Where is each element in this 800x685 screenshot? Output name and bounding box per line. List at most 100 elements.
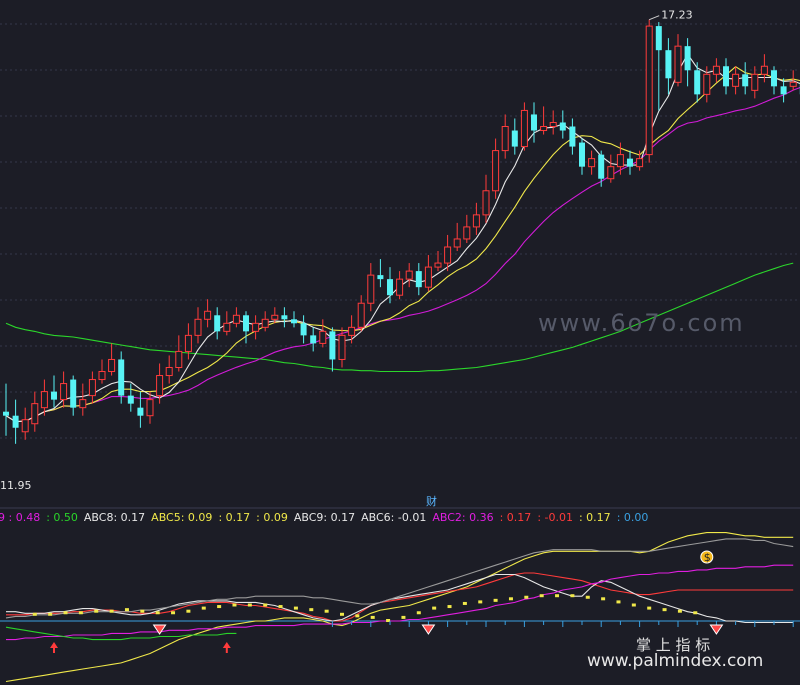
candle-5 bbox=[51, 375, 57, 408]
dot-bar-42 bbox=[677, 609, 682, 613]
candle-body-12 bbox=[118, 359, 125, 396]
candle-body-2 bbox=[21, 419, 29, 433]
candle-body-15 bbox=[146, 399, 154, 417]
candle-23 bbox=[223, 311, 231, 336]
candle-body-21 bbox=[204, 310, 212, 320]
dot-bar-7 bbox=[140, 609, 145, 613]
candle-24 bbox=[232, 307, 240, 328]
candle-6 bbox=[60, 371, 68, 408]
candle-body-53 bbox=[511, 130, 518, 147]
dot-bar-36 bbox=[585, 595, 590, 599]
dot-bar-0 bbox=[32, 612, 37, 616]
dot-bar-10 bbox=[186, 609, 191, 613]
candle-body-49 bbox=[472, 214, 480, 228]
candle-47 bbox=[453, 222, 461, 252]
indicator-line-2 bbox=[6, 573, 794, 624]
candle-73 bbox=[703, 66, 711, 103]
candle-57 bbox=[549, 110, 557, 135]
candle-37 bbox=[357, 295, 365, 332]
high-pointer bbox=[649, 15, 660, 21]
candle-14 bbox=[137, 391, 144, 428]
candle-13 bbox=[127, 383, 134, 412]
candle-body-59 bbox=[569, 126, 576, 147]
candle-body-54 bbox=[520, 109, 528, 148]
candle-61 bbox=[588, 150, 596, 175]
dot-bar-3 bbox=[78, 611, 83, 615]
candle-75 bbox=[723, 58, 729, 95]
candle-27 bbox=[261, 311, 269, 332]
candle-80 bbox=[771, 66, 777, 95]
dot-bar-14 bbox=[247, 603, 252, 607]
candle-11 bbox=[108, 343, 116, 376]
dot-bar-21 bbox=[355, 614, 360, 618]
candle-74 bbox=[712, 58, 720, 83]
dot-bar-23 bbox=[386, 619, 391, 622]
cai-tag: 财 bbox=[426, 494, 437, 508]
candle-body-25 bbox=[243, 315, 249, 332]
candle-body-13 bbox=[127, 395, 134, 404]
watermark-palmindex: www.palmindex.com bbox=[587, 651, 763, 671]
candle-body-22 bbox=[214, 315, 221, 332]
candle-body-60 bbox=[579, 142, 585, 167]
dot-bar-24 bbox=[401, 615, 406, 619]
candle-58 bbox=[559, 110, 566, 139]
candles bbox=[3, 19, 800, 444]
coin-marker-3 bbox=[700, 550, 714, 564]
candle-78 bbox=[751, 66, 759, 99]
dot-bar-32 bbox=[524, 595, 529, 599]
candle-69 bbox=[665, 38, 672, 95]
dot-bar-16 bbox=[278, 605, 283, 609]
candle-2 bbox=[21, 407, 29, 440]
candle-32 bbox=[310, 327, 317, 352]
candle-48 bbox=[463, 214, 471, 243]
candle-body-69 bbox=[665, 50, 672, 79]
candle-body-16 bbox=[156, 375, 164, 397]
candle-body-32 bbox=[310, 335, 317, 344]
candle-31 bbox=[300, 315, 307, 344]
candle-66 bbox=[636, 150, 644, 171]
candle-21 bbox=[204, 299, 212, 328]
candle-body-23 bbox=[223, 322, 231, 332]
candle-62 bbox=[598, 150, 605, 187]
legend-item-4: : 0.17 bbox=[218, 511, 250, 524]
dot-bar-13 bbox=[232, 603, 237, 607]
candle-body-62 bbox=[598, 154, 605, 179]
legend-item-7: ABC6: -0.01 bbox=[361, 511, 426, 524]
dot-bar-38 bbox=[616, 600, 621, 604]
dot-bar-28 bbox=[462, 601, 467, 605]
candle-body-40 bbox=[387, 279, 393, 296]
dot-bar-27 bbox=[447, 605, 452, 609]
diamond-marker-0 bbox=[152, 624, 167, 635]
dot-bar-2 bbox=[63, 611, 68, 615]
candle-body-28 bbox=[271, 314, 279, 320]
ma5-line bbox=[5, 53, 800, 423]
dot-bar-11 bbox=[201, 606, 206, 610]
candle-body-61 bbox=[588, 158, 596, 168]
diamond-marker-1 bbox=[421, 624, 436, 635]
candle-59 bbox=[569, 118, 576, 155]
candle-63 bbox=[607, 154, 615, 183]
legend-item-10: : -0.01 bbox=[537, 511, 573, 524]
candle-34 bbox=[329, 327, 336, 372]
candle-39 bbox=[377, 259, 384, 288]
candle-body-4 bbox=[40, 391, 48, 409]
candle-30 bbox=[291, 311, 297, 328]
candle-body-82 bbox=[789, 81, 797, 87]
ma60-line bbox=[5, 262, 794, 373]
dot-bar-40 bbox=[647, 606, 652, 610]
dot-bar-29 bbox=[478, 600, 483, 604]
candle-45 bbox=[434, 251, 442, 272]
candle-body-9 bbox=[88, 379, 96, 397]
indicator-panel: $ bbox=[0, 532, 800, 683]
candle-55 bbox=[531, 102, 537, 143]
candle-body-46 bbox=[444, 246, 452, 264]
candle-body-7 bbox=[70, 379, 77, 408]
candle-body-75 bbox=[723, 66, 729, 87]
candle-body-27 bbox=[261, 318, 269, 328]
dot-bar-26 bbox=[432, 606, 437, 610]
candle-60 bbox=[579, 138, 585, 175]
candle-body-48 bbox=[463, 226, 471, 240]
dot-bar-34 bbox=[555, 594, 560, 598]
candle-40 bbox=[387, 267, 393, 304]
